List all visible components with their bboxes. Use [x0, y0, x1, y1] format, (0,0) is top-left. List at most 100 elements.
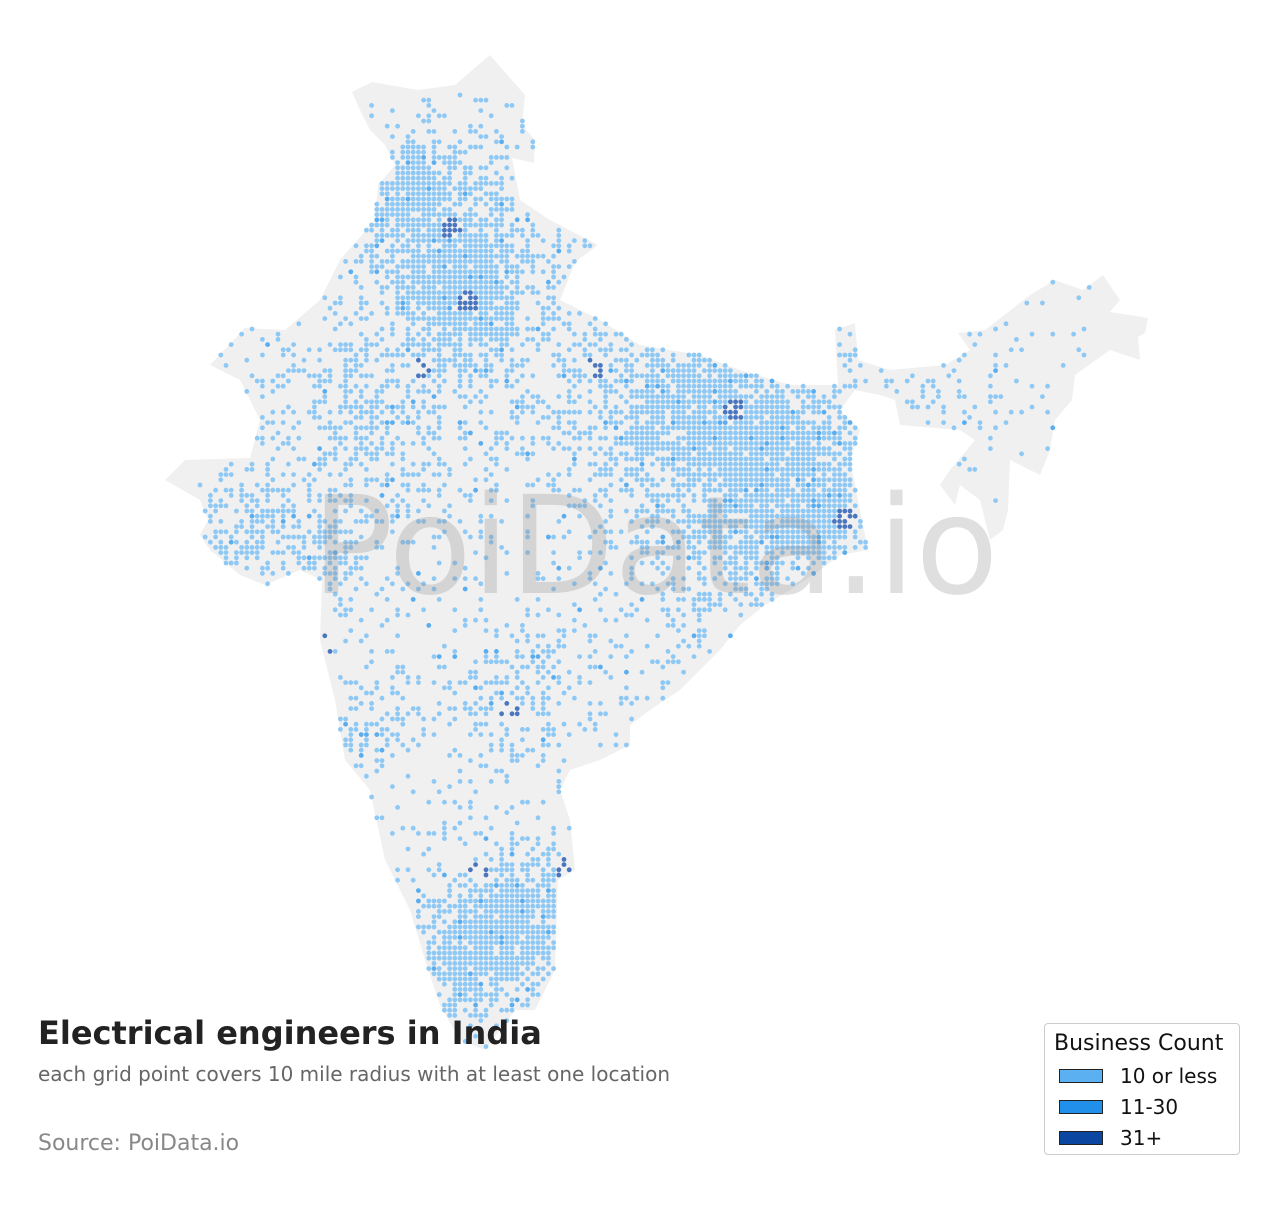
grid-point [743, 373, 749, 379]
grid-point [244, 545, 250, 550]
grid-point [447, 955, 452, 961]
grid-point [956, 461, 962, 467]
grid-point [842, 363, 848, 368]
grid-point [379, 623, 385, 628]
grid-point [1014, 337, 1019, 342]
grid-point [436, 222, 442, 228]
grid-point [358, 742, 364, 748]
grid-point [483, 181, 489, 186]
grid-point [551, 825, 556, 831]
grid-point [681, 586, 686, 592]
grid-point [395, 706, 400, 711]
grid-point [447, 966, 452, 971]
grid-point [426, 113, 432, 119]
grid-point [348, 498, 354, 503]
grid-point [603, 560, 608, 566]
grid-point [457, 779, 463, 784]
grid-point [759, 487, 764, 493]
grid-point [561, 274, 567, 280]
grid-point [478, 305, 484, 311]
grid-point [717, 456, 723, 462]
grid-point [462, 706, 468, 711]
grid-point [738, 435, 744, 441]
grid-point [764, 550, 770, 555]
grid-point [447, 300, 452, 306]
grid-point [514, 654, 520, 659]
grid-point [447, 888, 452, 893]
grid-point [410, 285, 416, 290]
grid-point [488, 264, 494, 269]
grid-point [806, 508, 811, 514]
grid-point [650, 482, 655, 488]
grid-point [660, 399, 666, 405]
grid-point [488, 534, 494, 540]
grid-point [431, 295, 437, 301]
grid-point [520, 888, 525, 893]
grid-point [1019, 347, 1024, 353]
grid-point [436, 295, 442, 301]
grid-point [748, 503, 754, 509]
grid-point [546, 337, 551, 342]
grid-point [488, 867, 494, 873]
grid-point [390, 451, 395, 457]
grid-point [421, 149, 426, 155]
grid-point [691, 597, 697, 602]
grid-point [436, 472, 442, 477]
grid-point [358, 435, 364, 441]
grid-point [442, 529, 447, 535]
grid-point [634, 456, 640, 462]
grid-point [551, 482, 556, 488]
grid-point [280, 503, 286, 509]
grid-point [613, 331, 619, 337]
grid-point [660, 394, 666, 399]
grid-point [759, 560, 764, 566]
grid-point [821, 529, 827, 535]
grid-point [520, 883, 525, 888]
grid-point [743, 378, 749, 384]
grid-point [494, 633, 499, 639]
grid-point [754, 430, 759, 436]
grid-point [738, 446, 744, 451]
grid-point [457, 753, 463, 758]
grid-point [748, 545, 754, 550]
grid-point [421, 435, 426, 441]
grid-point [598, 591, 603, 597]
grid-point [676, 467, 681, 472]
grid-point [618, 477, 624, 483]
grid-point [478, 321, 484, 327]
grid-point [759, 586, 764, 592]
grid-point [468, 170, 473, 176]
grid-point [712, 420, 718, 425]
grid-point [655, 357, 660, 363]
grid-point [686, 586, 692, 592]
grid-point [832, 456, 837, 462]
grid-point [832, 435, 837, 441]
grid-point [764, 441, 770, 446]
grid-point [686, 451, 692, 457]
grid-point [556, 487, 562, 493]
grid-point [733, 456, 738, 462]
grid-point [509, 201, 515, 207]
grid-point [738, 565, 744, 571]
grid-point [530, 846, 536, 852]
grid-point [504, 274, 510, 280]
grid-point [395, 186, 400, 192]
grid-point [447, 222, 452, 228]
grid-point [520, 924, 525, 930]
grid-point [348, 706, 354, 711]
grid-point [670, 415, 676, 420]
grid-point [1019, 451, 1024, 457]
grid-point [769, 378, 775, 384]
grid-point [478, 581, 484, 587]
grid-point [696, 357, 702, 363]
grid-point [421, 233, 426, 238]
grid-point [353, 586, 359, 592]
grid-point [696, 446, 702, 451]
grid-point [499, 929, 504, 935]
grid-point [483, 352, 489, 358]
grid-point [644, 519, 650, 524]
grid-point [457, 820, 463, 826]
grid-point [561, 628, 567, 633]
grid-point [286, 534, 291, 540]
grid-point [837, 493, 842, 498]
